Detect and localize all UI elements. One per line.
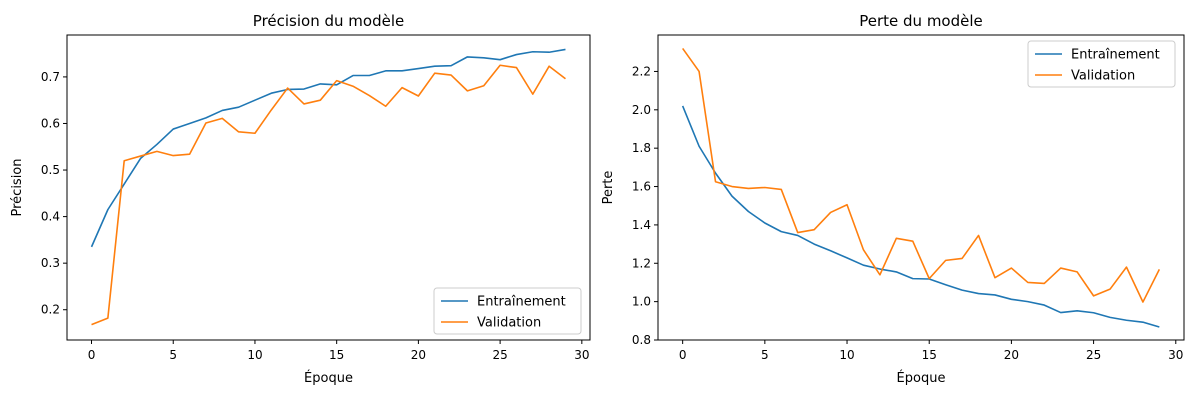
series-line-train xyxy=(90,48,566,248)
x-tick-label: 20 xyxy=(411,348,426,362)
y-axis-label: Précision xyxy=(10,158,25,216)
chart-panel-1: Précision du modèle 0 5 10 15 20 25 30 0.2 0.3 0.4… xyxy=(10,12,591,386)
x-tick-label: 30 xyxy=(1168,348,1183,362)
series-line-train xyxy=(681,105,1160,328)
y-tick-label: 1.0 xyxy=(632,295,651,309)
legend-label: Entraînement xyxy=(477,295,566,310)
y-tick-label: 0.6 xyxy=(41,116,60,130)
legend: Entraînement Validation xyxy=(433,287,582,335)
y-tick-label: 1.2 xyxy=(632,256,651,270)
series-line-validation xyxy=(682,47,1161,303)
chart-title: Précision du modèle xyxy=(253,12,404,30)
plot-frame xyxy=(657,34,1185,341)
y-tick-label: 0.2 xyxy=(41,303,60,317)
series-line-validation xyxy=(91,64,566,326)
y-tick-label: 0.4 xyxy=(41,210,60,224)
x-tick-label: 25 xyxy=(1086,348,1101,362)
x-axis-label: Époque xyxy=(304,370,353,386)
legend-box xyxy=(433,287,582,335)
x-tick-label: 0 xyxy=(88,348,96,362)
legend-box xyxy=(1027,40,1176,88)
legend: Entraînement Validation xyxy=(1027,40,1176,88)
chart-panel-2: Perte du modèle 0 5 10 15 20 25 30 0.8 1.0 1.2 1.4 1… xyxy=(601,12,1185,386)
x-axis-label: Époque xyxy=(897,370,946,386)
y-tick-label: 0.8 xyxy=(632,333,651,347)
x-tick-label: 30 xyxy=(574,348,589,362)
x-tick-label: 0 xyxy=(679,348,687,362)
legend-label: Entraînement xyxy=(1071,48,1160,63)
legend-label: Validation xyxy=(477,316,541,331)
y-tick-label: 0.5 xyxy=(41,163,60,177)
x-tick-label: 5 xyxy=(169,348,177,362)
y-tick-label: 2.0 xyxy=(632,103,651,117)
x-tick-label: 10 xyxy=(839,348,854,362)
y-tick-label: 1.4 xyxy=(632,218,651,232)
x-tick-label: 20 xyxy=(1004,348,1019,362)
y-tick-label: 1.6 xyxy=(632,180,651,194)
y-tick-label: 2.2 xyxy=(632,64,651,78)
chart-title: Perte du modèle xyxy=(859,12,983,30)
x-tick-label: 10 xyxy=(247,348,262,362)
plot-frame xyxy=(66,34,591,341)
x-tick-label: 15 xyxy=(329,348,344,362)
x-tick-label: 5 xyxy=(761,348,769,362)
y-tick-label: 1.8 xyxy=(632,141,651,155)
x-tick-label: 25 xyxy=(492,348,507,362)
x-tick-label: 15 xyxy=(922,348,937,362)
y-tick-label: 0.3 xyxy=(41,256,60,270)
y-axis-label: Perte xyxy=(601,171,616,205)
y-tick-label: 0.7 xyxy=(41,70,60,84)
legend-label: Validation xyxy=(1071,69,1135,84)
